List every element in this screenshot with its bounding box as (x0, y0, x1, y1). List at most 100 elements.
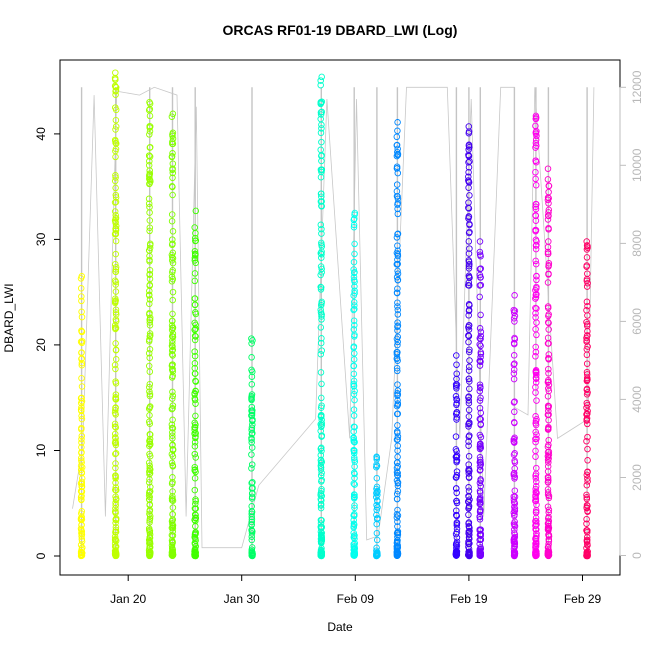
data-point (394, 447, 401, 454)
data-point (465, 307, 473, 315)
data-point (191, 332, 199, 340)
x-axis-label: Date (327, 620, 353, 634)
data-point (146, 510, 153, 518)
data-point (318, 497, 325, 504)
data-point (351, 504, 358, 512)
data-point (465, 205, 473, 212)
data-point (169, 310, 176, 318)
data-point (394, 549, 402, 557)
data-point (112, 174, 119, 181)
data-point (351, 481, 358, 488)
data-point (476, 443, 484, 450)
data-point (112, 340, 119, 347)
data-point (533, 416, 540, 423)
data-point (393, 355, 401, 363)
data-point (545, 271, 552, 278)
data-point (145, 162, 153, 169)
data-point (373, 551, 380, 559)
data-point (169, 347, 176, 354)
data-point (191, 360, 199, 367)
data-point (394, 381, 401, 388)
data-point (77, 285, 85, 292)
data-point (318, 193, 325, 200)
data-point (317, 166, 325, 173)
data-point (169, 228, 177, 235)
data-point (533, 464, 540, 472)
data-point (112, 69, 119, 76)
data-point (350, 276, 358, 284)
data-point (111, 536, 119, 544)
data-point (318, 485, 325, 493)
data-point (465, 159, 472, 166)
data-point (318, 492, 326, 500)
data-point (318, 311, 325, 318)
data-point (584, 548, 591, 555)
data-point (351, 454, 358, 461)
data-point (477, 274, 484, 281)
data-point (318, 458, 326, 466)
data-point (78, 475, 86, 482)
data-point (112, 311, 120, 318)
data-point (112, 116, 120, 124)
data-point (146, 330, 154, 337)
data-point (191, 224, 198, 231)
data-point (465, 178, 473, 185)
data-point (532, 168, 539, 176)
data-point (318, 420, 326, 427)
data-point (394, 261, 401, 268)
data-point (465, 332, 472, 339)
data-point (318, 121, 325, 129)
data-point (169, 267, 176, 274)
data-point (532, 122, 539, 130)
data-point (146, 544, 154, 551)
data-point (532, 291, 540, 299)
data-point (146, 470, 154, 477)
data-point (532, 485, 539, 493)
data-point (511, 334, 518, 342)
data-point (532, 112, 540, 120)
data-point (168, 211, 176, 218)
data-point (78, 432, 86, 440)
data-point (394, 252, 402, 260)
data-point (318, 248, 325, 255)
data-point (393, 459, 401, 466)
series-rf02 (111, 69, 120, 560)
data-point (78, 454, 85, 462)
data-point (145, 405, 153, 412)
data-point (112, 123, 120, 130)
data-point (317, 539, 325, 547)
data-point (112, 505, 119, 512)
data-point (465, 363, 473, 371)
data-point (112, 212, 119, 219)
data-point (465, 540, 473, 548)
data-point (532, 522, 539, 530)
data-point (351, 289, 358, 297)
data-point (78, 293, 85, 300)
data-point (583, 520, 590, 527)
data-point (169, 324, 176, 332)
data-point (545, 407, 552, 415)
data-point (583, 552, 590, 559)
data-point (192, 515, 200, 522)
data-point (533, 305, 540, 312)
data-point (112, 551, 120, 558)
data-point (318, 108, 326, 116)
data-point (394, 242, 401, 249)
data-point (465, 473, 473, 481)
data-point (168, 459, 176, 467)
data-point (249, 485, 256, 492)
data-point (248, 396, 255, 404)
data-point (532, 375, 540, 382)
data-point (248, 373, 256, 380)
data-point (77, 394, 85, 402)
data-point (146, 534, 154, 541)
data-point (532, 245, 540, 253)
data-point (112, 439, 120, 447)
data-point (317, 528, 325, 536)
data-point (168, 153, 176, 160)
data-point (465, 164, 473, 171)
data-point (318, 432, 326, 439)
data-point (465, 141, 473, 149)
data-point (545, 381, 553, 389)
data-point (145, 195, 153, 203)
